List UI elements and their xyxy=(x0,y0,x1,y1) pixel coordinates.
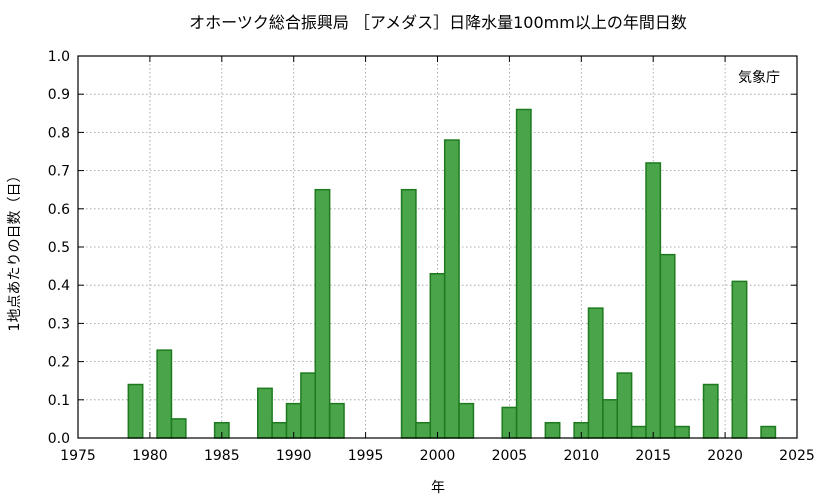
x-tick-label: 1980 xyxy=(132,448,168,464)
bar-2014 xyxy=(630,425,647,439)
bar-1989 xyxy=(271,421,288,439)
bar-2017 xyxy=(674,425,690,439)
source-annotation: 気象庁 xyxy=(738,70,780,86)
bar-2016 xyxy=(659,253,676,439)
bar-1993 xyxy=(328,402,345,439)
bar-2001 xyxy=(443,139,460,439)
y-tick-label: 0.9 xyxy=(48,87,70,103)
y-tick-label: 0.7 xyxy=(48,164,70,180)
x-tick-label: 2000 xyxy=(420,448,456,464)
x-tick-label: 2020 xyxy=(707,448,743,464)
bar-2006 xyxy=(515,108,532,439)
bar-2013 xyxy=(616,372,633,439)
x-tick-label: 2010 xyxy=(563,448,599,464)
bar-2021 xyxy=(731,280,748,439)
bar-1979 xyxy=(127,383,144,439)
bar-1992 xyxy=(314,188,331,439)
bar-2012 xyxy=(602,399,618,439)
y-tick-label: 1.0 xyxy=(48,49,70,65)
y-tick-label: 0.0 xyxy=(48,431,70,447)
chart-title: オホーツク総合振興局 ［アメダス］日降水量100mm以上の年間日数 xyxy=(189,13,687,32)
x-tick-label: 2005 xyxy=(492,448,528,464)
x-axis-title: 年 xyxy=(431,480,445,496)
bars xyxy=(127,108,777,439)
bar-1981 xyxy=(156,349,173,439)
y-tick-label: 0.8 xyxy=(48,125,70,141)
x-tick-label: 1975 xyxy=(60,448,96,464)
bar-1988 xyxy=(257,387,273,439)
bar-1982 xyxy=(170,418,187,439)
y-tick-label: 0.6 xyxy=(48,202,70,218)
bar-1998 xyxy=(400,188,417,439)
x-tick-label: 1985 xyxy=(204,448,240,464)
y-tick-label: 0.3 xyxy=(48,316,70,332)
bar-2011 xyxy=(587,307,604,439)
x-tick-label: 2015 xyxy=(635,448,671,464)
ticks: 0.0 0.1 0.2 0.3 0.4 0.5 0.6 0.7 0.8 0.9 1.0 1975 198… xyxy=(48,49,815,464)
bar-2015 xyxy=(645,162,662,439)
bar-1999 xyxy=(415,421,432,439)
bar-2019 xyxy=(702,383,719,439)
x-tick-label: 1995 xyxy=(348,448,384,464)
bar-2023 xyxy=(760,425,777,439)
x-tick-label: 1990 xyxy=(276,448,312,464)
y-tick-label: 0.5 xyxy=(48,240,70,256)
y-tick-label: 0.2 xyxy=(48,355,70,371)
y-tick-label: 0.4 xyxy=(48,278,70,294)
bar-2000 xyxy=(429,272,446,439)
x-tick-label: 2025 xyxy=(779,448,815,464)
bar-2008 xyxy=(544,421,561,439)
bar-2002 xyxy=(458,402,475,439)
y-axis-title: 1地点あたりの日数（日） xyxy=(7,169,23,332)
y-tick-label: 0.1 xyxy=(48,393,70,409)
bar-1991 xyxy=(300,372,317,439)
